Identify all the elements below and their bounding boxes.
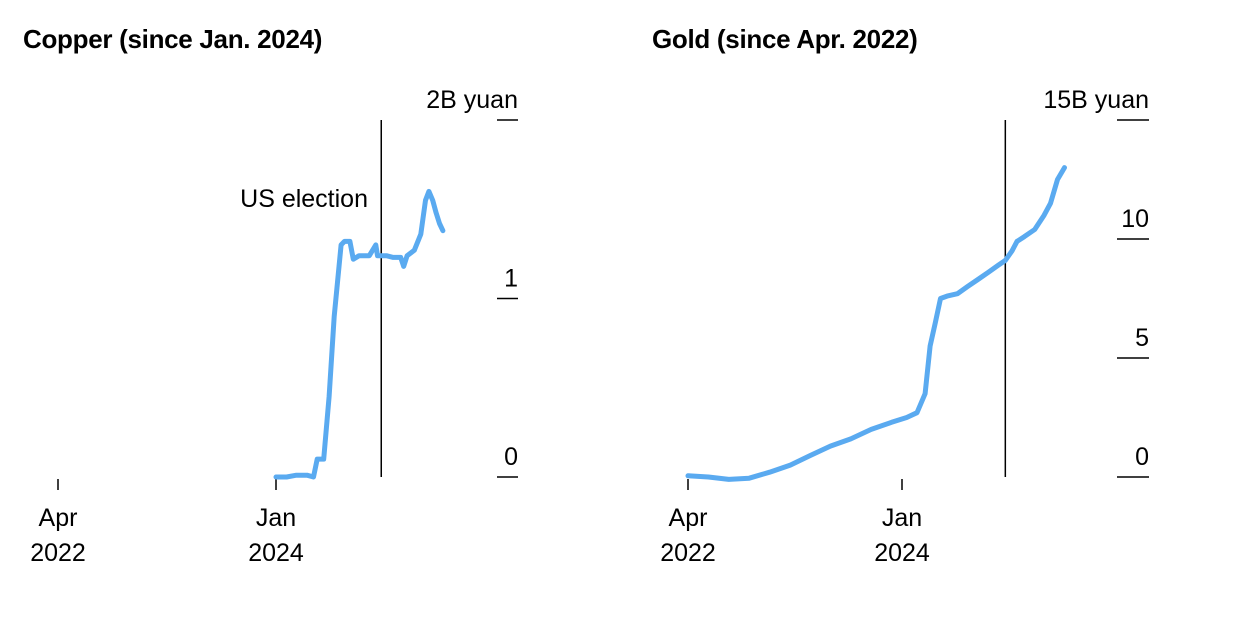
gold-chart-title: Gold (since Apr. 2022) [652,24,918,54]
gold-series-line [685,165,1067,482]
copper-y-tick-label: 1 [504,265,518,293]
copper-x-tick-month: Jan [256,504,296,532]
gold-y-tick-label: 0 [1135,443,1149,471]
gold-x-tick-year: 2022 [660,539,716,567]
copper-x-tick-year: 2022 [30,539,86,567]
copper-y-tick-label: 2B yuan [426,86,518,114]
copper-y-tick-label: 0 [504,443,518,471]
gold-y-tick-label: 5 [1135,324,1149,352]
copper-annotation-label: US election [240,185,368,213]
copper-chart-title: Copper (since Jan. 2024) [23,24,323,54]
gold-y-tick-label: 15B yuan [1043,86,1149,114]
copper-x-tick-year: 2024 [248,539,304,567]
copper-x-tick-month: Apr [39,504,78,532]
gold-x-tick-year: 2024 [874,539,930,567]
gold-x-tick-month: Jan [882,504,922,532]
gold-x-tick-month: Apr [669,504,708,532]
copper-series-line [273,188,446,480]
gold-y-tick-label: 10 [1121,205,1149,233]
